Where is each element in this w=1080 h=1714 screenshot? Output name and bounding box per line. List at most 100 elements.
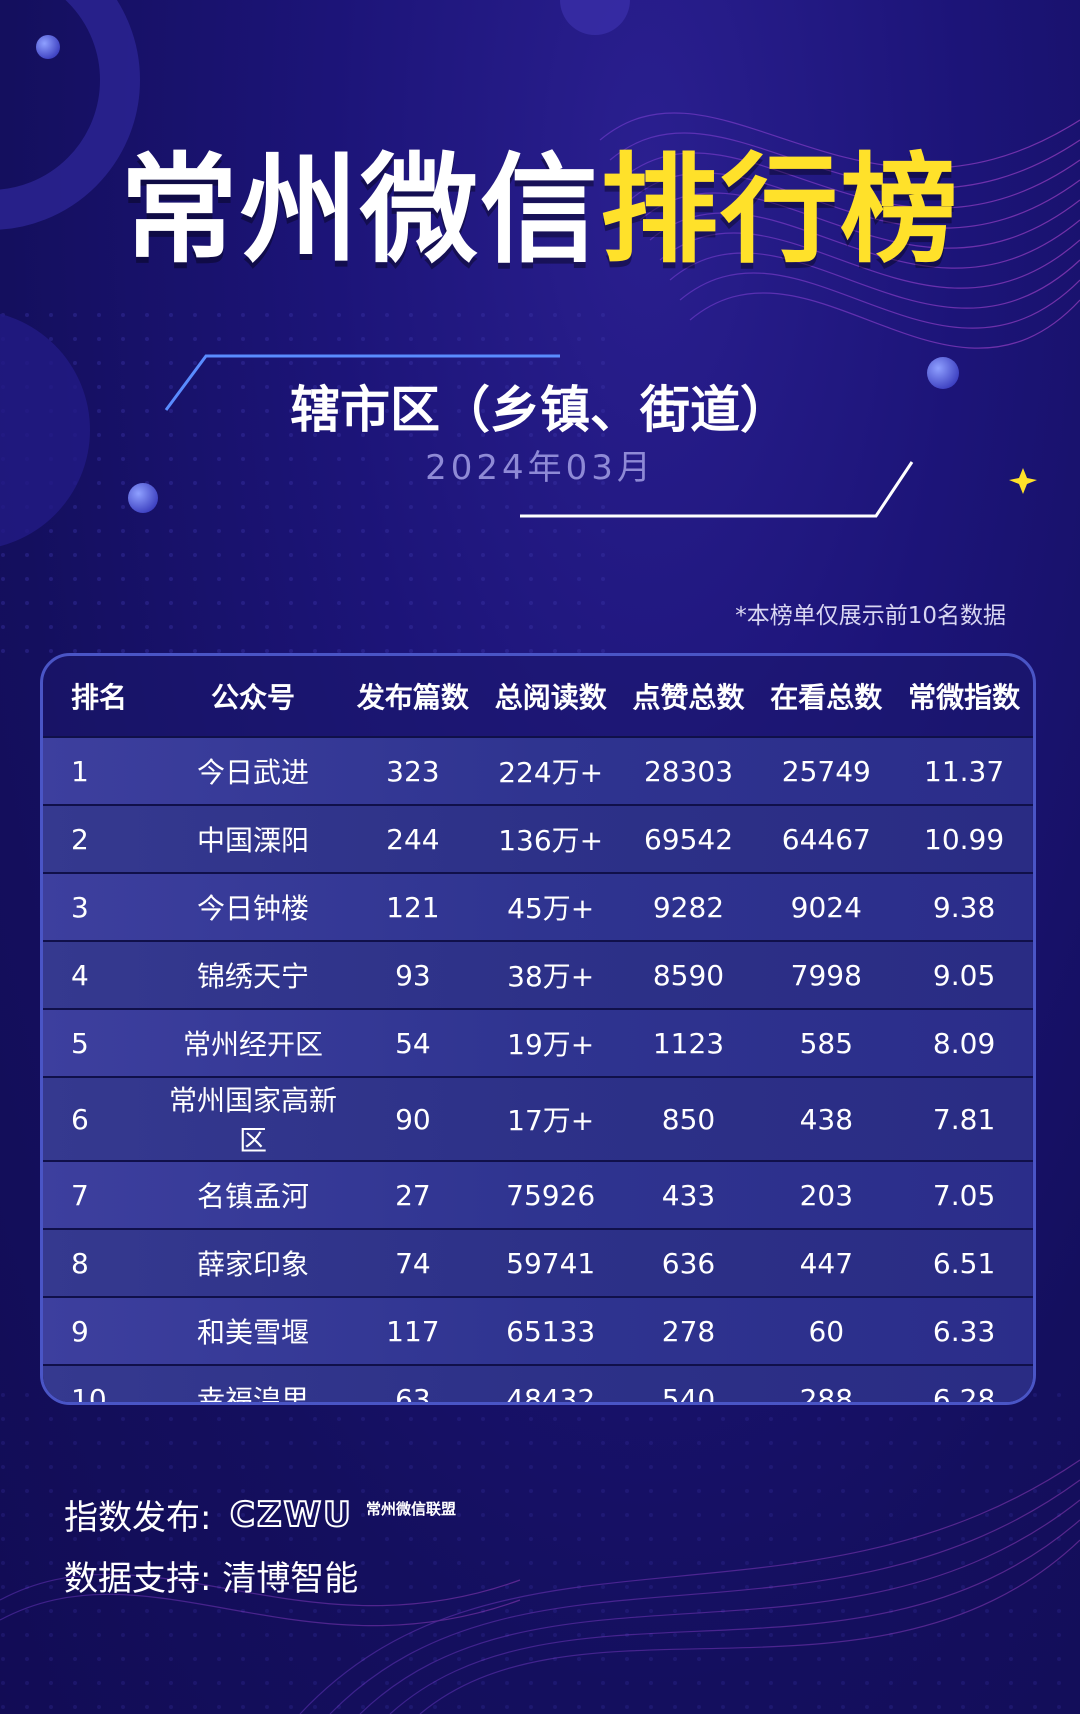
cell-reads: 59741 <box>481 1228 620 1297</box>
footer-publisher: 指数发布: CZWU 常州微信联盟 <box>64 1492 468 1547</box>
cell-index: 11.37 <box>895 736 1033 805</box>
cell-rank: 1 <box>43 736 162 805</box>
cell-views: 64467 <box>757 804 896 873</box>
cell-index: 6.33 <box>895 1296 1033 1365</box>
table-row: 1 今日武进 323 224万+ 28303 25749 11.37 <box>43 736 1033 805</box>
cell-account: 中国溧阳 <box>162 804 344 873</box>
cell-rank: 3 <box>43 872 162 941</box>
table-row: 4 锦绣天宁 93 38万+ 8590 7998 9.05 <box>43 940 1033 1009</box>
header-posts: 发布篇数 <box>356 681 469 714</box>
disclaimer-note: *本榜单仅展示前10名数据 <box>735 603 1006 629</box>
cell-reads: 65133 <box>481 1296 620 1365</box>
cell-account: 常州国家高新区 <box>162 1076 344 1161</box>
cell-posts: 244 <box>344 804 482 873</box>
cell-reads: 136万+ <box>481 804 620 873</box>
table-row: 6 常州国家高新区 90 17万+ 850 438 7.81 <box>43 1076 1033 1161</box>
cell-likes: 850 <box>619 1076 758 1161</box>
cell-posts: 74 <box>344 1228 482 1297</box>
table-row: 5 常州经开区 54 19万+ 1123 585 8.09 <box>43 1008 1033 1077</box>
cell-rank: 5 <box>43 1008 162 1077</box>
header-rank: 排名 <box>71 681 128 714</box>
cell-views: 60 <box>757 1296 896 1365</box>
cell-posts: 323 <box>344 736 482 805</box>
cell-index: 8.09 <box>895 1008 1033 1077</box>
title-part-1: 常州微信 <box>119 141 600 279</box>
cell-views: 447 <box>757 1228 896 1297</box>
cell-reads: 75926 <box>481 1160 620 1229</box>
header-index: 常微指数 <box>908 681 1021 714</box>
cell-likes: 69542 <box>619 804 758 873</box>
cell-posts: 93 <box>344 940 482 1009</box>
cell-reads: 38万+ <box>481 940 620 1009</box>
cell-posts: 63 <box>344 1364 482 1402</box>
subtitle: 辖市区（乡镇、街道） <box>290 381 790 439</box>
cell-likes: 278 <box>619 1296 758 1365</box>
cell-likes: 28303 <box>619 736 758 805</box>
cell-likes: 9282 <box>619 872 758 941</box>
table-row: 3 今日钟楼 121 45万+ 9282 9024 9.38 <box>43 872 1033 941</box>
page-title: 常州微信排行榜 <box>0 140 1080 280</box>
cell-views: 438 <box>757 1076 896 1161</box>
table-row: 10 幸福湟里 63 48432 540 288 6.28 <box>43 1364 1033 1402</box>
cell-posts: 27 <box>344 1160 482 1229</box>
cell-posts: 90 <box>344 1076 482 1161</box>
title-part-2: 排行榜 <box>600 141 961 279</box>
svg-text:CZWU: CZWU <box>230 1495 353 1535</box>
cell-index: 7.81 <box>895 1076 1033 1161</box>
cell-rank: 6 <box>43 1076 162 1161</box>
support-value: 清博智能 <box>222 1559 359 1599</box>
cell-index: 9.05 <box>895 940 1033 1009</box>
cell-views: 203 <box>757 1160 896 1229</box>
table-row: 8 薛家印象 74 59741 636 447 6.51 <box>43 1228 1033 1297</box>
cell-likes: 1123 <box>619 1008 758 1077</box>
cell-views: 288 <box>757 1364 896 1402</box>
cell-account: 今日钟楼 <box>162 872 344 941</box>
cell-index: 6.51 <box>895 1228 1033 1297</box>
cell-index: 9.38 <box>895 872 1033 941</box>
cell-rank: 2 <box>43 804 162 873</box>
cell-reads: 48432 <box>481 1364 620 1402</box>
cell-posts: 54 <box>344 1008 482 1077</box>
cell-account: 锦绣天宁 <box>162 940 344 1009</box>
publisher-label: 指数发布: <box>64 1498 212 1538</box>
cell-likes: 8590 <box>619 940 758 1009</box>
table-header-row: 排名 公众号 发布篇数 总阅读数 点赞总数 在看总数 常微指数 <box>43 656 1033 737</box>
cell-posts: 117 <box>344 1296 482 1365</box>
cell-account: 名镇孟河 <box>162 1160 344 1229</box>
cell-likes: 636 <box>619 1228 758 1297</box>
cell-views: 7998 <box>757 940 896 1009</box>
czwu-logo: CZWU 常州微信联盟 <box>228 1492 468 1547</box>
cell-account: 今日武进 <box>162 736 344 805</box>
cell-reads: 19万+ <box>481 1008 620 1077</box>
cell-index: 10.99 <box>895 804 1033 873</box>
header-likes: 点赞总数 <box>632 681 745 714</box>
header-views: 在看总数 <box>770 681 883 714</box>
cell-account: 常州经开区 <box>162 1008 344 1077</box>
cell-rank: 4 <box>43 940 162 1009</box>
svg-text:常州微信联盟: 常州微信联盟 <box>366 1500 456 1518</box>
table-body: 1 今日武进 323 224万+ 28303 25749 11.37 2 中国溧阳 244 136万… <box>43 736 1033 1402</box>
cell-likes: 433 <box>619 1160 758 1229</box>
cell-account: 薛家印象 <box>162 1228 344 1297</box>
table-row: 9 和美雪堰 117 65133 278 60 6.33 <box>43 1296 1033 1365</box>
header-account: 公众号 <box>210 681 295 714</box>
cell-posts: 121 <box>344 872 482 941</box>
ranking-table-card: 排名 公众号 发布篇数 总阅读数 点赞总数 在看总数 常微指数 1 今日武进 323… <box>40 653 1036 1405</box>
table-row: 7 名镇孟河 27 75926 433 203 7.05 <box>43 1160 1033 1229</box>
cell-views: 9024 <box>757 872 896 941</box>
cell-rank: 8 <box>43 1228 162 1297</box>
cell-index: 6.28 <box>895 1364 1033 1402</box>
table-row: 2 中国溧阳 244 136万+ 69542 64467 10.99 <box>43 804 1033 873</box>
cell-account: 幸福湟里 <box>162 1364 344 1402</box>
ranking-table: 排名 公众号 发布篇数 总阅读数 点赞总数 在看总数 常微指数 1 今日武进 323… <box>43 656 1033 1402</box>
cell-reads: 224万+ <box>481 736 620 805</box>
cell-account: 和美雪堰 <box>162 1296 344 1365</box>
cell-rank: 9 <box>43 1296 162 1365</box>
cell-reads: 17万+ <box>481 1076 620 1161</box>
header-reads: 总阅读数 <box>494 681 607 714</box>
footer-support: 数据支持: 清博智能 <box>64 1557 358 1601</box>
cell-reads: 45万+ <box>481 872 620 941</box>
cell-index: 7.05 <box>895 1160 1033 1229</box>
cell-rank: 7 <box>43 1160 162 1229</box>
report-date: 2024年03月 <box>425 448 655 488</box>
